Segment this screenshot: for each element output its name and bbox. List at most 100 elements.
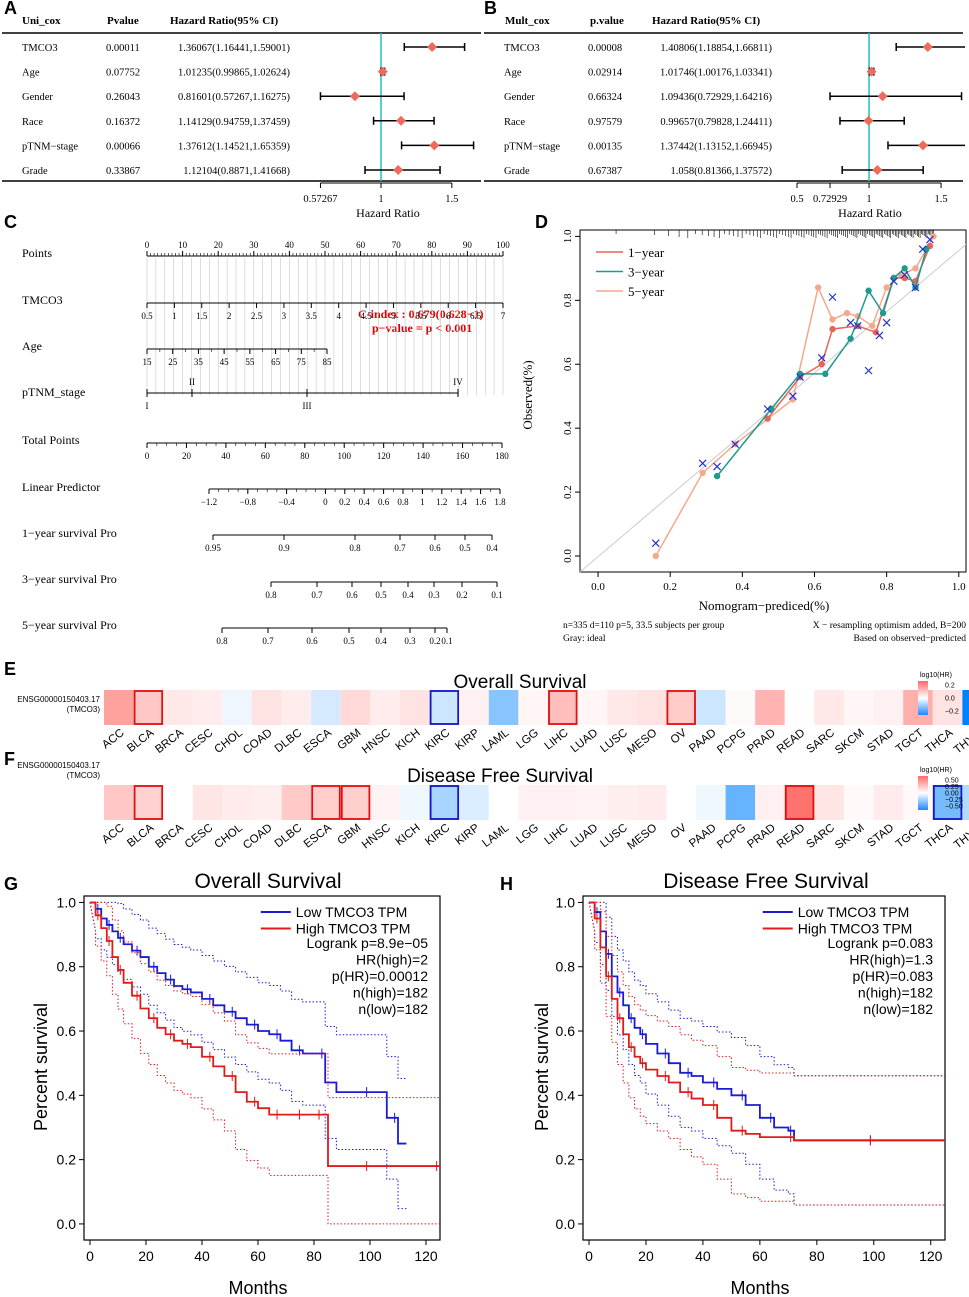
resampled-point <box>875 331 884 340</box>
stat-label: n(high)=182 <box>858 985 933 1001</box>
resampled-point <box>864 366 873 375</box>
y-tick-label: 0.8 <box>562 293 574 307</box>
series-point <box>923 245 930 253</box>
tick-label: 0.3 <box>428 590 440 600</box>
tick-label: 0.6 <box>429 543 441 553</box>
legend-tick-label: −0.50 <box>945 804 963 811</box>
tick-label: 10 <box>178 240 188 250</box>
footnote-left-2: Gray: ideal <box>563 634 606 644</box>
heatmap-cell <box>400 785 430 820</box>
hr-point <box>429 140 440 151</box>
x-tick-label: 60 <box>752 1248 768 1264</box>
hr-point <box>863 115 874 126</box>
x-tick-label: 20 <box>638 1248 654 1264</box>
x-axis-label: Hazard Ratio <box>356 206 420 220</box>
highlight-box <box>429 690 460 725</box>
series-point <box>869 322 876 330</box>
survival-plot-disease-free: Disease Free Survival Months Percent sur… <box>532 870 946 1297</box>
category-label: CESC <box>183 822 216 851</box>
row-pvalue: 0.33867 <box>106 166 140 177</box>
series-point <box>829 325 836 333</box>
tick-label: 3 <box>282 311 287 321</box>
tick-label: 90 <box>463 240 473 250</box>
hr-point <box>872 165 883 175</box>
resampled-point <box>882 318 891 327</box>
x-axis-label: Nomogram−prediced(%) <box>699 598 830 613</box>
plot-frame <box>582 895 946 1241</box>
resampled-point <box>900 270 909 279</box>
tick-label: 0.2 <box>456 590 467 600</box>
tick-label: 0 <box>323 497 328 507</box>
x-axis-label: Months <box>730 1278 789 1297</box>
tick-label: 60 <box>261 451 271 461</box>
tick-label: −1.2 <box>201 497 217 507</box>
y-tick-label: 0.4 <box>556 1087 576 1103</box>
panel-label-c: C <box>4 212 17 232</box>
heatmap-overall-survival: Overall Survival ENSG00000150403.17 (TMC… <box>17 672 969 757</box>
series-point <box>699 469 706 477</box>
tick-label: 4 <box>336 311 341 321</box>
series-line <box>766 245 931 420</box>
y-tick-label: 0.2 <box>556 1152 576 1168</box>
series-point <box>883 284 890 291</box>
tick-label: 0.5 <box>343 636 355 646</box>
y-tick-label: 1.0 <box>562 229 574 243</box>
tick-label: 0.9 <box>278 543 290 553</box>
header-pvalue: Pvalue <box>107 15 139 27</box>
legend-label: Low TMCO3 TPM <box>296 904 408 920</box>
tick-label: 0.5 <box>141 311 153 321</box>
row-label: pTNM−stage <box>22 141 78 152</box>
stage-label: I <box>146 401 149 411</box>
header-model: Uni_cox <box>22 15 61 27</box>
legend-bar <box>918 681 928 715</box>
hr-point <box>427 42 438 52</box>
category-label: COAD <box>241 727 275 757</box>
tick-label: 0.7 <box>262 636 274 646</box>
category-label: BLCA <box>125 822 156 850</box>
tick-label: 0.6 <box>346 590 358 600</box>
tick-label: 4.5 <box>360 311 372 321</box>
stat-label: p(HR)=0.083 <box>852 968 933 984</box>
tick-label: 50 <box>321 240 331 250</box>
legend-label: 5−year <box>628 284 665 299</box>
tick-label: 120 <box>377 451 391 461</box>
tick-label: 0.95 <box>205 543 221 553</box>
row-label: pTNM_stage <box>22 385 85 399</box>
category-label: SKCM <box>833 727 867 757</box>
x-tick-label: 100 <box>862 1248 886 1264</box>
y-tick-label: 0.4 <box>57 1087 77 1103</box>
plot-frame <box>83 895 441 1241</box>
row-label-gene-name: (TMCO3) <box>67 771 101 780</box>
tick-label: 0.5 <box>459 543 471 553</box>
tick-label: 140 <box>416 451 430 461</box>
heatmap-cell <box>873 690 904 725</box>
row-hr-ci: 1.01746(1.00176,1.03341) <box>660 68 772 79</box>
y-tick-label: 0.6 <box>562 357 574 371</box>
category-label: OV <box>669 822 690 842</box>
panel-label-a: A <box>4 0 17 18</box>
panel-label-f: F <box>4 749 15 769</box>
row-label: 5−year survival Pro <box>22 618 117 632</box>
row-label: Grade <box>504 166 530 177</box>
tick-label: 75 <box>297 357 307 367</box>
category-label: BRCA <box>153 822 186 851</box>
x-tick-label: 0.57267 <box>303 194 337 205</box>
row-label: Points <box>22 246 52 260</box>
resampled-point <box>918 245 927 254</box>
heatmap-cell <box>281 690 312 725</box>
row-label: Gender <box>504 92 535 103</box>
category-label: HNSC <box>360 727 393 757</box>
category-label: HNSC <box>360 822 393 852</box>
stage-label: III <box>303 401 312 411</box>
heatmap-cell <box>222 785 252 820</box>
category-label: LUAD <box>569 822 601 850</box>
tick-label: 0 <box>145 240 150 250</box>
category-label: TGCT <box>894 727 926 756</box>
survival-plot-overall: Overall Survival Months Percent survival… <box>31 870 441 1297</box>
category-label: PAAD <box>687 822 718 850</box>
p-value-annotation: p−value = p < 0.001 <box>372 321 472 335</box>
category-label: COAD <box>241 822 275 852</box>
category-label: THCA <box>923 727 955 756</box>
x-tick-label: 1.0 <box>952 581 966 593</box>
